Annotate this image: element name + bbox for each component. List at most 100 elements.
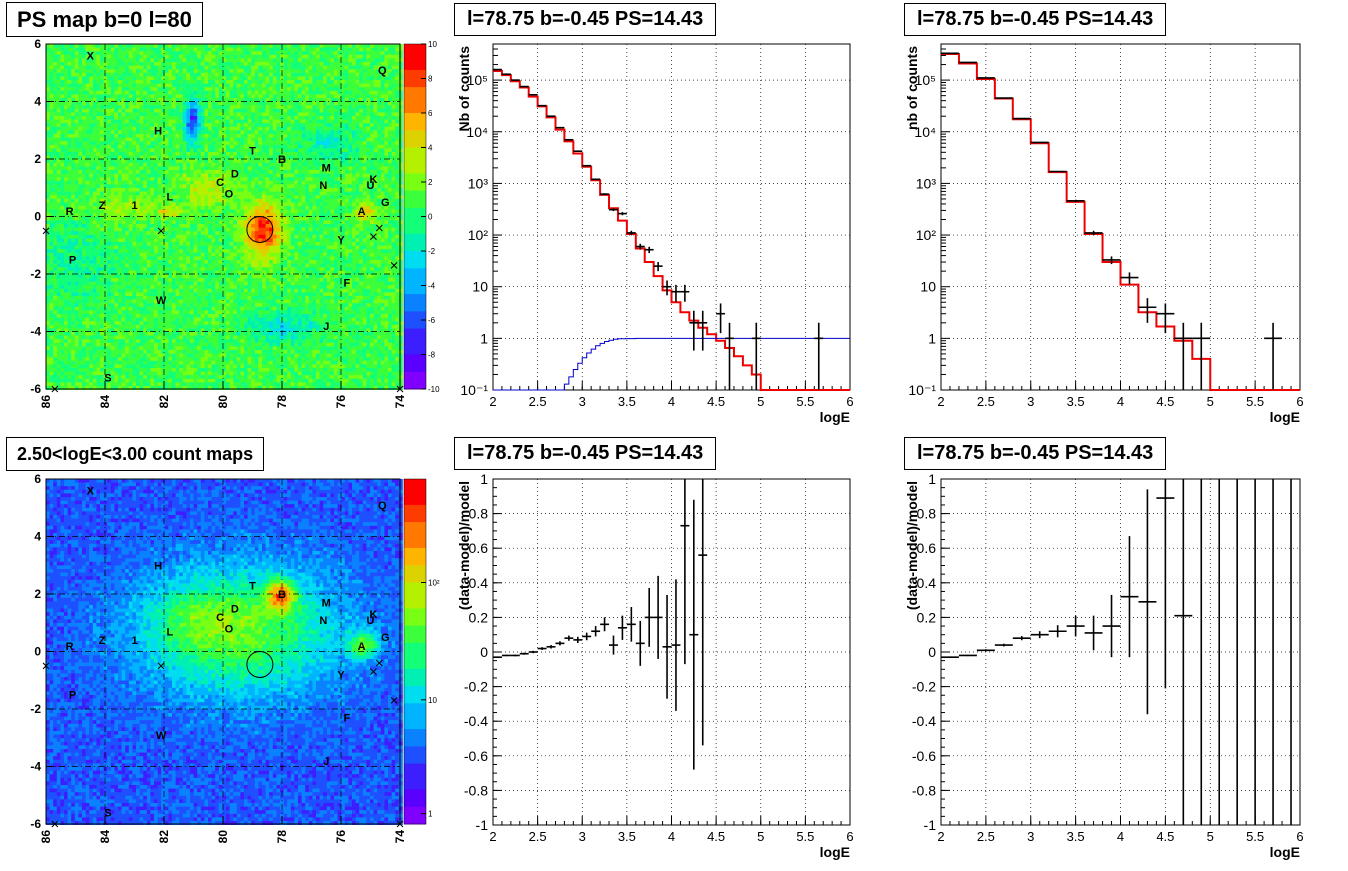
heatmap-cell — [107, 209, 112, 214]
heatmap-cell — [330, 188, 335, 192]
heatmap-cell — [344, 166, 349, 171]
heatmap-cell — [330, 206, 335, 210]
heatmap-cell — [49, 116, 54, 120]
heatmap-cell — [67, 119, 72, 124]
heatmap-cell — [92, 224, 97, 228]
heatmap-cell — [341, 148, 346, 153]
heatmap-cell — [186, 123, 191, 128]
heatmap-cell — [398, 137, 403, 142]
heatmap-cell — [60, 65, 65, 70]
heatmap-cell — [154, 155, 158, 160]
heatmap-cell — [355, 51, 360, 56]
heatmap-cell — [244, 155, 248, 160]
heatmap-cell — [208, 148, 212, 153]
heatmap-cell — [67, 155, 72, 160]
heatmap-cell — [175, 62, 180, 66]
heatmap-cell — [290, 119, 295, 124]
heatmap-cell — [64, 159, 68, 164]
heatmap-cell — [110, 159, 115, 164]
heatmap-cell — [211, 188, 216, 192]
heatmap-cell — [200, 80, 205, 84]
heatmap-cell — [298, 170, 302, 174]
heatmap-cell — [380, 116, 385, 120]
heatmap-cell — [337, 202, 342, 207]
heatmap-cell — [197, 162, 202, 167]
heatmap-cell — [254, 206, 259, 210]
heatmap-cell — [269, 112, 274, 117]
heatmap-cell — [92, 54, 97, 59]
heatmap-cell — [294, 69, 299, 74]
heatmap-cell — [197, 62, 202, 66]
heatmap-cell — [186, 224, 191, 228]
heatmap-cell — [161, 162, 166, 167]
heatmap-cell — [388, 112, 392, 117]
heatmap-cell — [114, 58, 119, 63]
heatmap-cell — [161, 76, 166, 81]
heatmap-cell — [319, 69, 324, 74]
heatmap-cell — [71, 101, 76, 106]
heatmap-cell — [316, 90, 320, 95]
heatmap-cell — [114, 65, 119, 70]
heatmap-cell — [218, 166, 223, 171]
heatmap-cell — [150, 170, 155, 174]
heatmap-cell — [132, 162, 137, 167]
heatmap-cell — [341, 162, 346, 167]
heatmap-cell — [290, 126, 295, 131]
heatmap-cell — [262, 144, 266, 149]
heatmap-cell — [190, 134, 194, 138]
heatmap-cell — [258, 76, 263, 81]
heatmap-cell — [326, 206, 331, 210]
heatmap-cell — [240, 202, 245, 207]
heatmap-cell — [172, 173, 176, 178]
heatmap-cell — [74, 47, 79, 52]
heatmap-cell — [182, 191, 187, 196]
heatmap-cell — [46, 62, 50, 66]
heatmap-cell — [161, 44, 166, 48]
heatmap-cell — [262, 155, 266, 160]
heatmap-cell — [85, 69, 90, 74]
heatmap-cell — [100, 216, 104, 221]
heatmap-cell — [114, 224, 119, 228]
heatmap-cell — [164, 69, 169, 74]
heatmap-cell — [89, 116, 94, 120]
heatmap-cell — [197, 224, 202, 228]
heatmap-cell — [377, 202, 382, 207]
heatmap-cell — [222, 58, 227, 63]
heatmap-cell — [157, 162, 162, 167]
heatmap-cell — [190, 76, 194, 81]
heatmap-cell — [193, 90, 198, 95]
heatmap-cell — [67, 72, 72, 77]
heatmap-cell — [380, 180, 385, 185]
heatmap-cell — [121, 65, 126, 70]
heatmap-cell — [352, 213, 356, 218]
heatmap-cell — [395, 87, 400, 92]
heatmap-cell — [164, 170, 169, 174]
heatmap-cell — [362, 180, 367, 185]
heatmap-cell — [161, 213, 166, 218]
heatmap-cell — [168, 119, 173, 124]
heatmap-cell — [391, 155, 396, 160]
heatmap-cell — [380, 72, 385, 77]
heatmap-cell — [182, 83, 187, 88]
heatmap-cell — [373, 112, 378, 117]
heatmap-cell — [164, 112, 169, 117]
heatmap-cell — [53, 198, 58, 203]
heatmap-cell — [107, 51, 112, 56]
heatmap-cell — [247, 195, 252, 200]
heatmap-cell — [53, 101, 58, 106]
heatmap-cell — [269, 130, 274, 135]
heatmap-cell — [197, 80, 202, 84]
heatmap-cell — [262, 184, 266, 189]
heatmap-cell — [168, 152, 173, 156]
heatmap-cell — [64, 202, 68, 207]
heatmap-cell — [182, 144, 187, 149]
heatmap-cell — [161, 58, 166, 63]
heatmap-cell — [330, 108, 335, 113]
heatmap-cell — [175, 216, 180, 221]
heatmap-cell — [384, 76, 389, 81]
heatmap-cell — [114, 144, 119, 149]
heatmap-cell — [380, 130, 385, 135]
heatmap-cell — [348, 213, 353, 218]
heatmap-cell — [240, 155, 245, 160]
heatmap-cell — [107, 130, 112, 135]
